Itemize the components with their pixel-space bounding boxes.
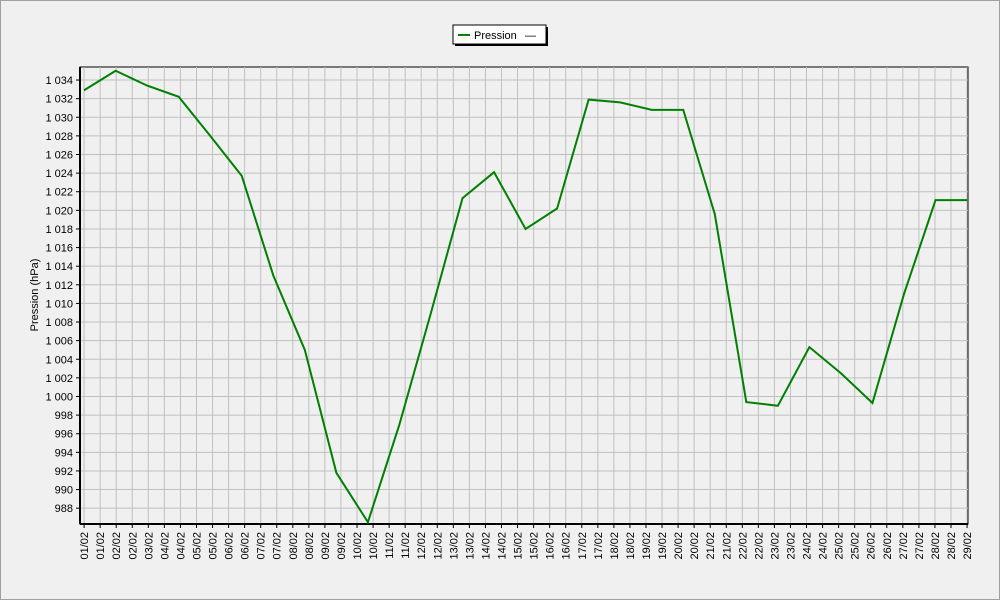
x-tick-label: 08/02 — [288, 532, 300, 560]
x-tick-label: 24/02 — [802, 532, 814, 560]
x-tick-label: 12/02 — [432, 532, 444, 560]
x-tick-label: 04/02 — [175, 532, 187, 560]
x-tick-label: 23/02 — [785, 532, 797, 560]
y-axis-title: Pression (hPa) — [29, 259, 41, 332]
x-tick-label: 21/02 — [705, 532, 717, 560]
y-tick-label: 994 — [55, 447, 73, 459]
y-tick-label: 1 010 — [45, 298, 73, 310]
x-tick-label: 07/02 — [272, 532, 284, 560]
y-tick-label: 1 020 — [45, 205, 73, 217]
y-tick-label: 988 — [55, 503, 73, 515]
x-tick-label: 29/02 — [962, 532, 974, 560]
y-tick-label: 1 024 — [45, 168, 73, 180]
x-tick-label: 26/02 — [882, 532, 894, 560]
y-tick-label: 1 016 — [45, 243, 73, 255]
x-tick-label: 12/02 — [416, 532, 428, 560]
y-tick-label: 1 004 — [45, 354, 73, 366]
y-tick-label: 1 018 — [45, 224, 73, 236]
x-tick-label: 25/02 — [850, 532, 862, 560]
y-tick-label: 1 030 — [45, 112, 73, 124]
y-tick-label: 1 006 — [45, 336, 73, 348]
x-tick-label: 19/02 — [657, 532, 669, 560]
y-tick-label: 996 — [55, 429, 73, 441]
x-tick-label: 18/02 — [625, 532, 637, 560]
x-tick-label: 17/02 — [577, 532, 589, 560]
x-tick-label: 23/02 — [769, 532, 781, 560]
legend-box — [452, 24, 547, 45]
y-tick-label: 1 014 — [45, 261, 73, 273]
x-tick-label: 09/02 — [336, 532, 348, 560]
x-tick-label: 26/02 — [866, 532, 878, 560]
x-tick-label: 25/02 — [834, 532, 846, 560]
y-tick-label: 1 012 — [45, 280, 73, 292]
x-tick-label: 13/02 — [464, 532, 476, 560]
legend: Pression — — [452, 24, 548, 46]
x-tick-label: 16/02 — [561, 532, 573, 560]
x-tick-label: 10/02 — [368, 532, 380, 560]
x-tick-label: 05/02 — [208, 532, 220, 560]
y-tick-label: 1 028 — [45, 131, 73, 143]
y-tick-label: 1 032 — [45, 94, 73, 106]
legend-suffix: — — [525, 30, 536, 42]
x-tick-label: 28/02 — [946, 532, 958, 560]
y-tick-label: 992 — [55, 466, 73, 478]
x-tick-label: 06/02 — [224, 532, 236, 560]
x-tick-label: 07/02 — [256, 532, 268, 560]
y-tick-label: 1 008 — [45, 317, 73, 329]
x-tick-label: 05/02 — [191, 532, 203, 560]
x-tick-label: 19/02 — [641, 532, 653, 560]
x-tick-label: 08/02 — [304, 532, 316, 560]
y-tick-label: 1 034 — [45, 75, 73, 87]
x-tick-label: 28/02 — [930, 532, 942, 560]
x-tick-label: 22/02 — [737, 532, 749, 560]
y-tick-label: 990 — [55, 485, 73, 497]
x-tick-label: 11/02 — [384, 532, 396, 559]
x-tick-label: 10/02 — [352, 532, 364, 560]
x-tick-label: 01/02 — [95, 532, 107, 560]
y-tick-label: 1 022 — [45, 187, 73, 199]
line — [83, 69, 968, 525]
x-tick-label: 04/02 — [159, 532, 171, 560]
y-tick-label: 1 000 — [45, 391, 73, 403]
y-tick-label: 998 — [55, 410, 73, 422]
x-tick-label: 17/02 — [593, 532, 605, 560]
x-tick-label: 02/02 — [111, 532, 123, 560]
x-tick-label: 06/02 — [240, 532, 252, 560]
x-tick-label: 09/02 — [320, 532, 332, 560]
x-tick-label: 18/02 — [609, 532, 621, 560]
x-tick-label: 15/02 — [529, 532, 541, 560]
x-tick-label: 11/02 — [400, 532, 412, 559]
y-tick-label: 1 002 — [45, 373, 73, 385]
x-tick-label: 27/02 — [898, 532, 910, 560]
x-tick-label: 02/02 — [127, 532, 139, 560]
x-tick-label: 03/02 — [143, 532, 155, 560]
x-tick-label: 20/02 — [689, 532, 701, 560]
y-tick-label: 1 026 — [45, 149, 73, 161]
x-tick-label: 16/02 — [545, 532, 557, 560]
x-tick-label: 20/02 — [673, 532, 685, 560]
x-tick-label: 01/02 — [79, 532, 91, 560]
x-tick-label: 22/02 — [753, 532, 765, 560]
x-tick-label: 15/02 — [513, 532, 525, 560]
legend-label: Pression — [474, 30, 517, 42]
x-tick-label: 24/02 — [818, 532, 830, 560]
x-tick-label: 27/02 — [914, 532, 926, 560]
x-tick-label: 14/02 — [496, 532, 508, 560]
plot-area — [79, 66, 969, 525]
x-tick-label: 21/02 — [721, 532, 733, 560]
x-tick-label: 14/02 — [480, 532, 492, 560]
x-tick-label: 13/02 — [448, 532, 460, 560]
